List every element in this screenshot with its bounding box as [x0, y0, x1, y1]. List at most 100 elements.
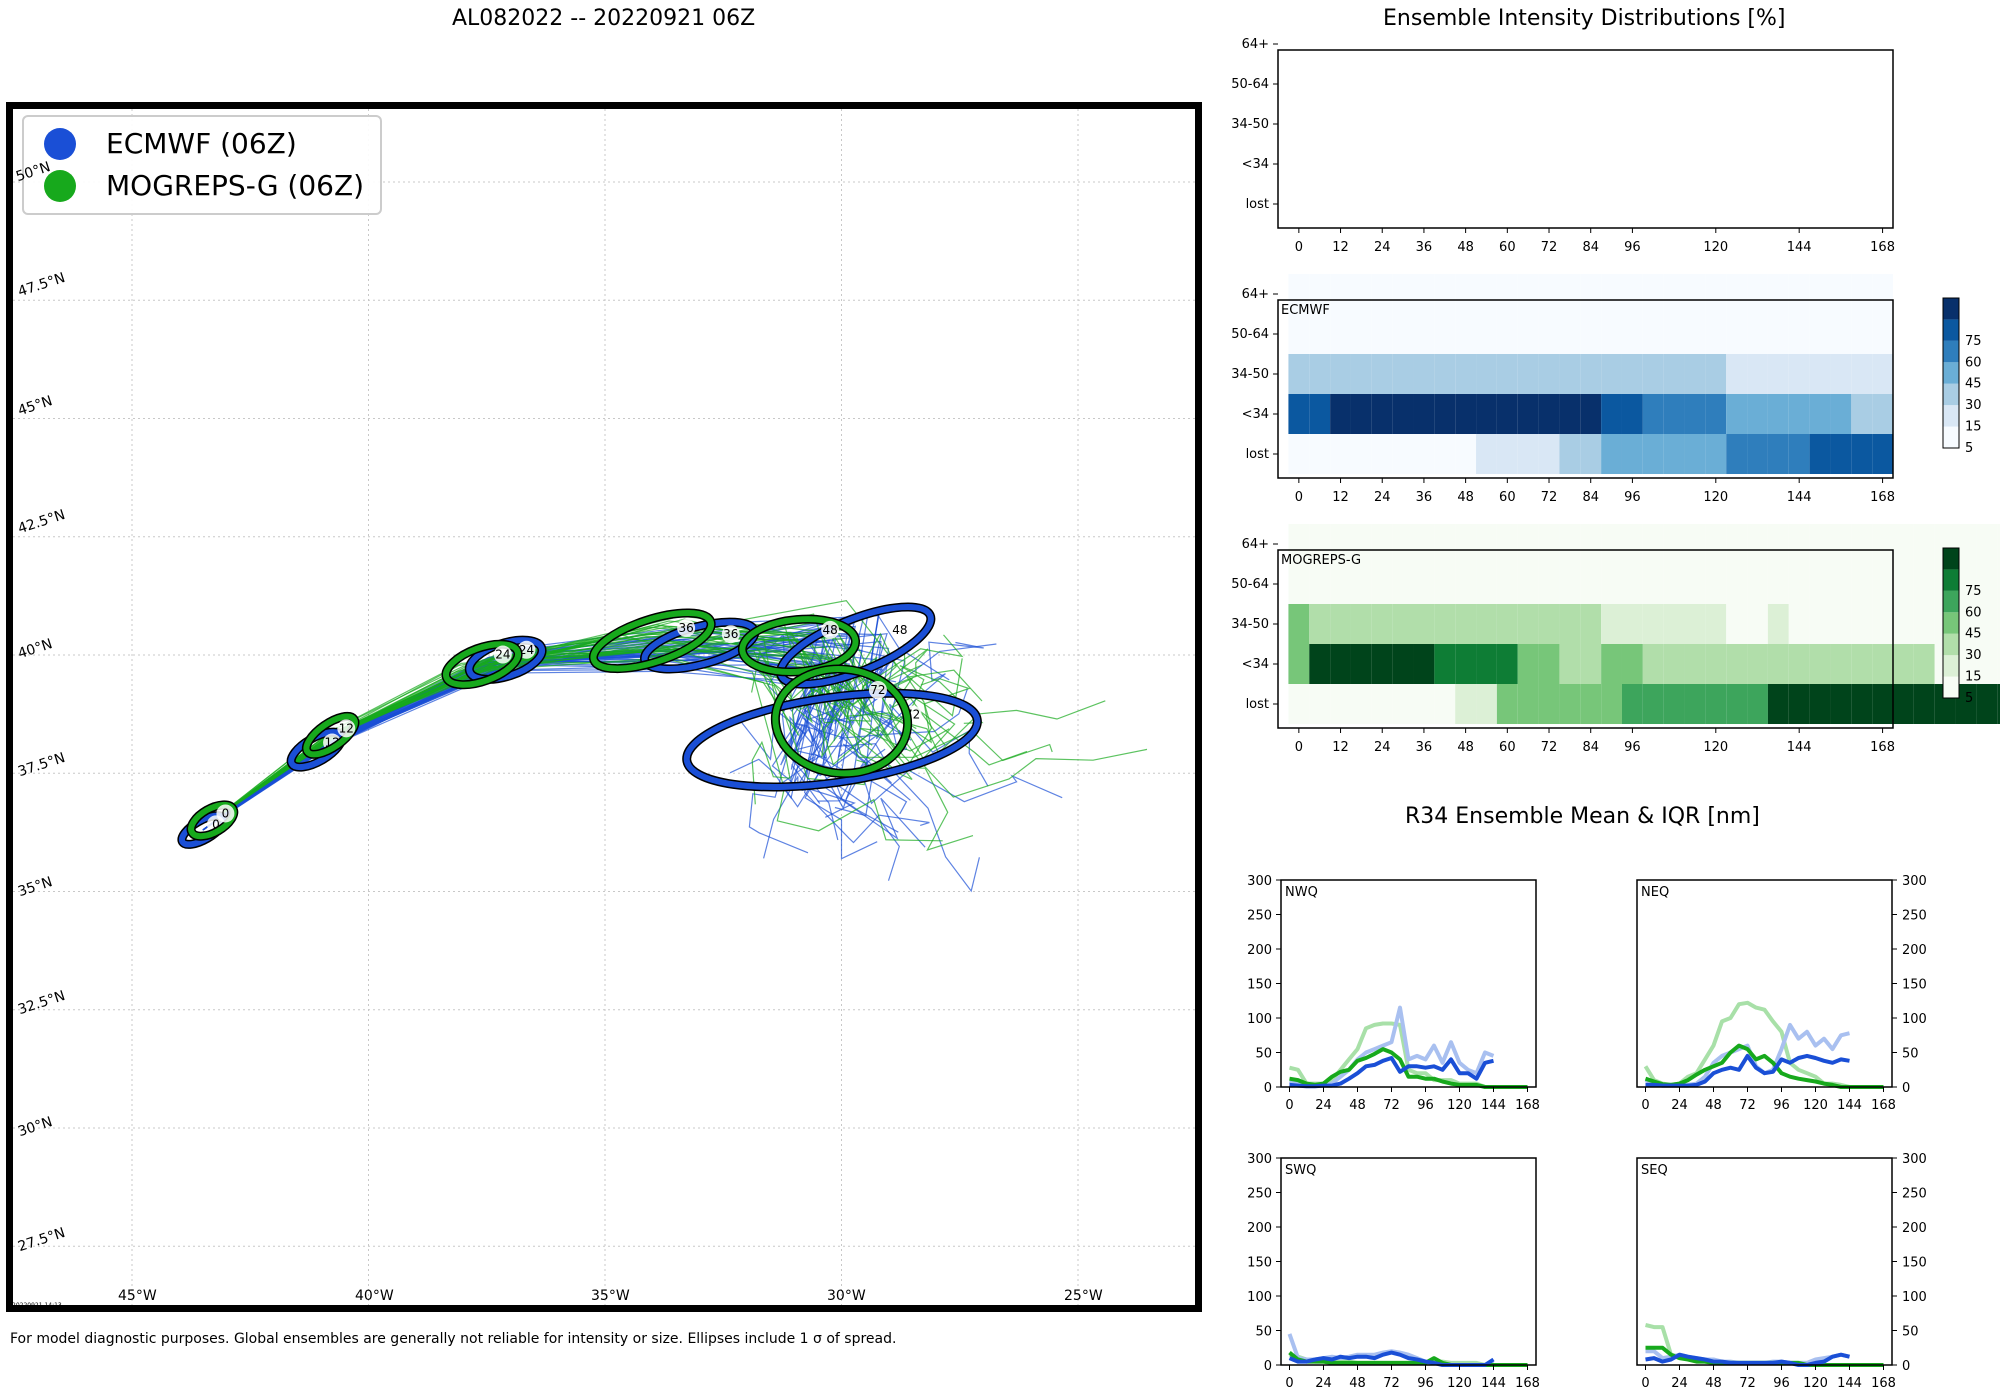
- heatmap-cell: [1350, 394, 1372, 434]
- heatmap-cell: [1559, 434, 1581, 474]
- heatmap-cell: [1788, 314, 1810, 354]
- y-tick-label: 200: [1247, 1221, 1272, 1236]
- heatmap-cell: [1684, 524, 1706, 564]
- y-tick-label: lost: [1246, 447, 1269, 462]
- heatmap-cell: [1350, 434, 1372, 474]
- mogreps-ellipse-label: 0: [222, 806, 230, 820]
- x-tick-label: 48: [1457, 240, 1474, 255]
- y-tick-label: 150: [1247, 1256, 1272, 1271]
- heatmap-cell: [1809, 274, 1831, 314]
- panel-label: NEQ: [1641, 885, 1669, 900]
- mogreps-ellipse-label: 12: [339, 721, 354, 735]
- x-tick-label: 144: [1787, 490, 1812, 505]
- colorbar-segment: [1943, 655, 1959, 677]
- r34-title: R34 Ensemble Mean & IQR [nm]: [1405, 804, 1760, 829]
- heatmap-cell: [1538, 314, 1560, 354]
- lon-label-40w: 40°W: [355, 1288, 394, 1304]
- heatmap-cell: [1413, 314, 1435, 354]
- heatmap-cell: [1705, 644, 1727, 684]
- heatmap-cell: [1747, 564, 1768, 604]
- heatmap-cell: [1392, 314, 1414, 354]
- heatmap-cell: [1872, 274, 1893, 314]
- heatmap-cell: [1767, 524, 1789, 564]
- heatmap-cell: [1726, 434, 1748, 474]
- heatmap-cell: [1309, 564, 1331, 604]
- heatmap-cell: [1851, 434, 1873, 474]
- heatmap-cell: [1872, 524, 1893, 564]
- heatmap-cell: [1309, 354, 1331, 394]
- heatmap-cell: [1913, 644, 1935, 684]
- heatmap-cell: [1350, 354, 1372, 394]
- heatmap-cell: [1642, 524, 1664, 564]
- heatmap-cell: [1330, 644, 1351, 684]
- heatmap-cell: [1663, 434, 1685, 474]
- heatmap-cell: [1434, 274, 1456, 314]
- x-tick-label: 84: [1582, 740, 1599, 755]
- colorbar-segment: [1943, 405, 1959, 427]
- heatmap-cell: [1455, 434, 1477, 474]
- heatmap-cell: [1350, 604, 1372, 644]
- heatmap-cell: [1455, 564, 1477, 604]
- x-tick-label: 120: [1703, 490, 1728, 505]
- x-tick-label: 0: [1295, 740, 1303, 755]
- y-tick-label: <34: [1242, 157, 1269, 172]
- heatmap-cell: [1976, 684, 1998, 724]
- heatmap-cell: [1726, 354, 1748, 394]
- series-line-green: [1644, 1043, 1884, 1089]
- y-tick-label: 50: [1902, 1325, 1919, 1340]
- heatmap-cell: [1434, 564, 1456, 604]
- mogreps-ellipse-ring: [590, 610, 715, 672]
- heatmap-cell: [1517, 434, 1539, 474]
- heatmap-cell: [1830, 684, 1852, 724]
- mogreps-ellipse-label-bg: [337, 719, 356, 738]
- y-tick-label: 200: [1902, 943, 1927, 958]
- heatmap-cell: [1309, 684, 1331, 724]
- x-tick-label: 0: [1285, 1098, 1293, 1113]
- heatmap-cell: [1872, 314, 1893, 354]
- heatmap-cell: [1601, 434, 1622, 474]
- heatmap-cell: [1872, 684, 1893, 724]
- intensity-distribution-ecmwf: ECMWF 5 15 30 45 60 75 lost <34 34-50 50-64 64+ 0 12 2…: [1231, 274, 1982, 505]
- heatmap-cell: [1496, 564, 1518, 604]
- heatmap-cell: [1601, 604, 1622, 644]
- y-tick-label: lost: [1246, 697, 1269, 712]
- heatmap-cell: [1684, 354, 1706, 394]
- ecmwf-ellipse-label: 48: [892, 623, 907, 637]
- heatmap-cell: [1663, 684, 1685, 724]
- heatmap-cell: [1392, 524, 1414, 564]
- heatmap-cell: [1476, 434, 1497, 474]
- series-line-blue: [1645, 1053, 1850, 1088]
- mogreps-ellipse-label-bg: [493, 645, 512, 664]
- heatmap-cell: [1559, 354, 1581, 394]
- heatmap-cell: [1872, 604, 1893, 644]
- legend-mogreps-marker-icon: [44, 169, 76, 202]
- heatmap-cell: [1893, 524, 1914, 564]
- heatmap-cell: [1830, 394, 1852, 434]
- intensity-distribution-all: lost <34 34-50 50-64 64+ 0 12 24 36 48 60 72 84 96 120…: [1231, 37, 1895, 255]
- y-tick-label: 0: [1264, 1081, 1272, 1096]
- y-tick-label: 200: [1247, 943, 1272, 958]
- mogreps-ellipse-label-bg: [677, 619, 696, 638]
- series-line-blue: [1289, 1056, 1494, 1089]
- heatmap-cell: [1767, 644, 1789, 684]
- y-tick-label: 100: [1902, 1290, 1927, 1305]
- x-tick-label: 48: [1705, 1376, 1722, 1391]
- heatmap-cell: [1559, 314, 1581, 354]
- x-tick-label: 72: [1739, 1098, 1756, 1113]
- mogreps-member-track: [212, 623, 974, 852]
- heatmap-cell: [1851, 604, 1873, 644]
- heatmap-cell: [1851, 684, 1873, 724]
- heatmap-cell: [1809, 564, 1831, 604]
- colorbar-segment: [1943, 383, 1959, 406]
- heatmap-cell: [1392, 604, 1414, 644]
- y-tick-label: 0: [1902, 1359, 1910, 1374]
- x-tick-label: 96: [1773, 1098, 1790, 1113]
- heatmap-cell: [1663, 314, 1685, 354]
- series-line-blue: [1645, 1352, 1850, 1367]
- heatmap-frame: [1277, 549, 1894, 729]
- y-tick-label: 0: [1902, 1081, 1910, 1096]
- heatmap-cell: [1893, 564, 1914, 604]
- heatmap-cell: [1580, 314, 1602, 354]
- mogreps-ellipse-ring: [772, 666, 911, 777]
- heatmap-cell: [1371, 604, 1393, 644]
